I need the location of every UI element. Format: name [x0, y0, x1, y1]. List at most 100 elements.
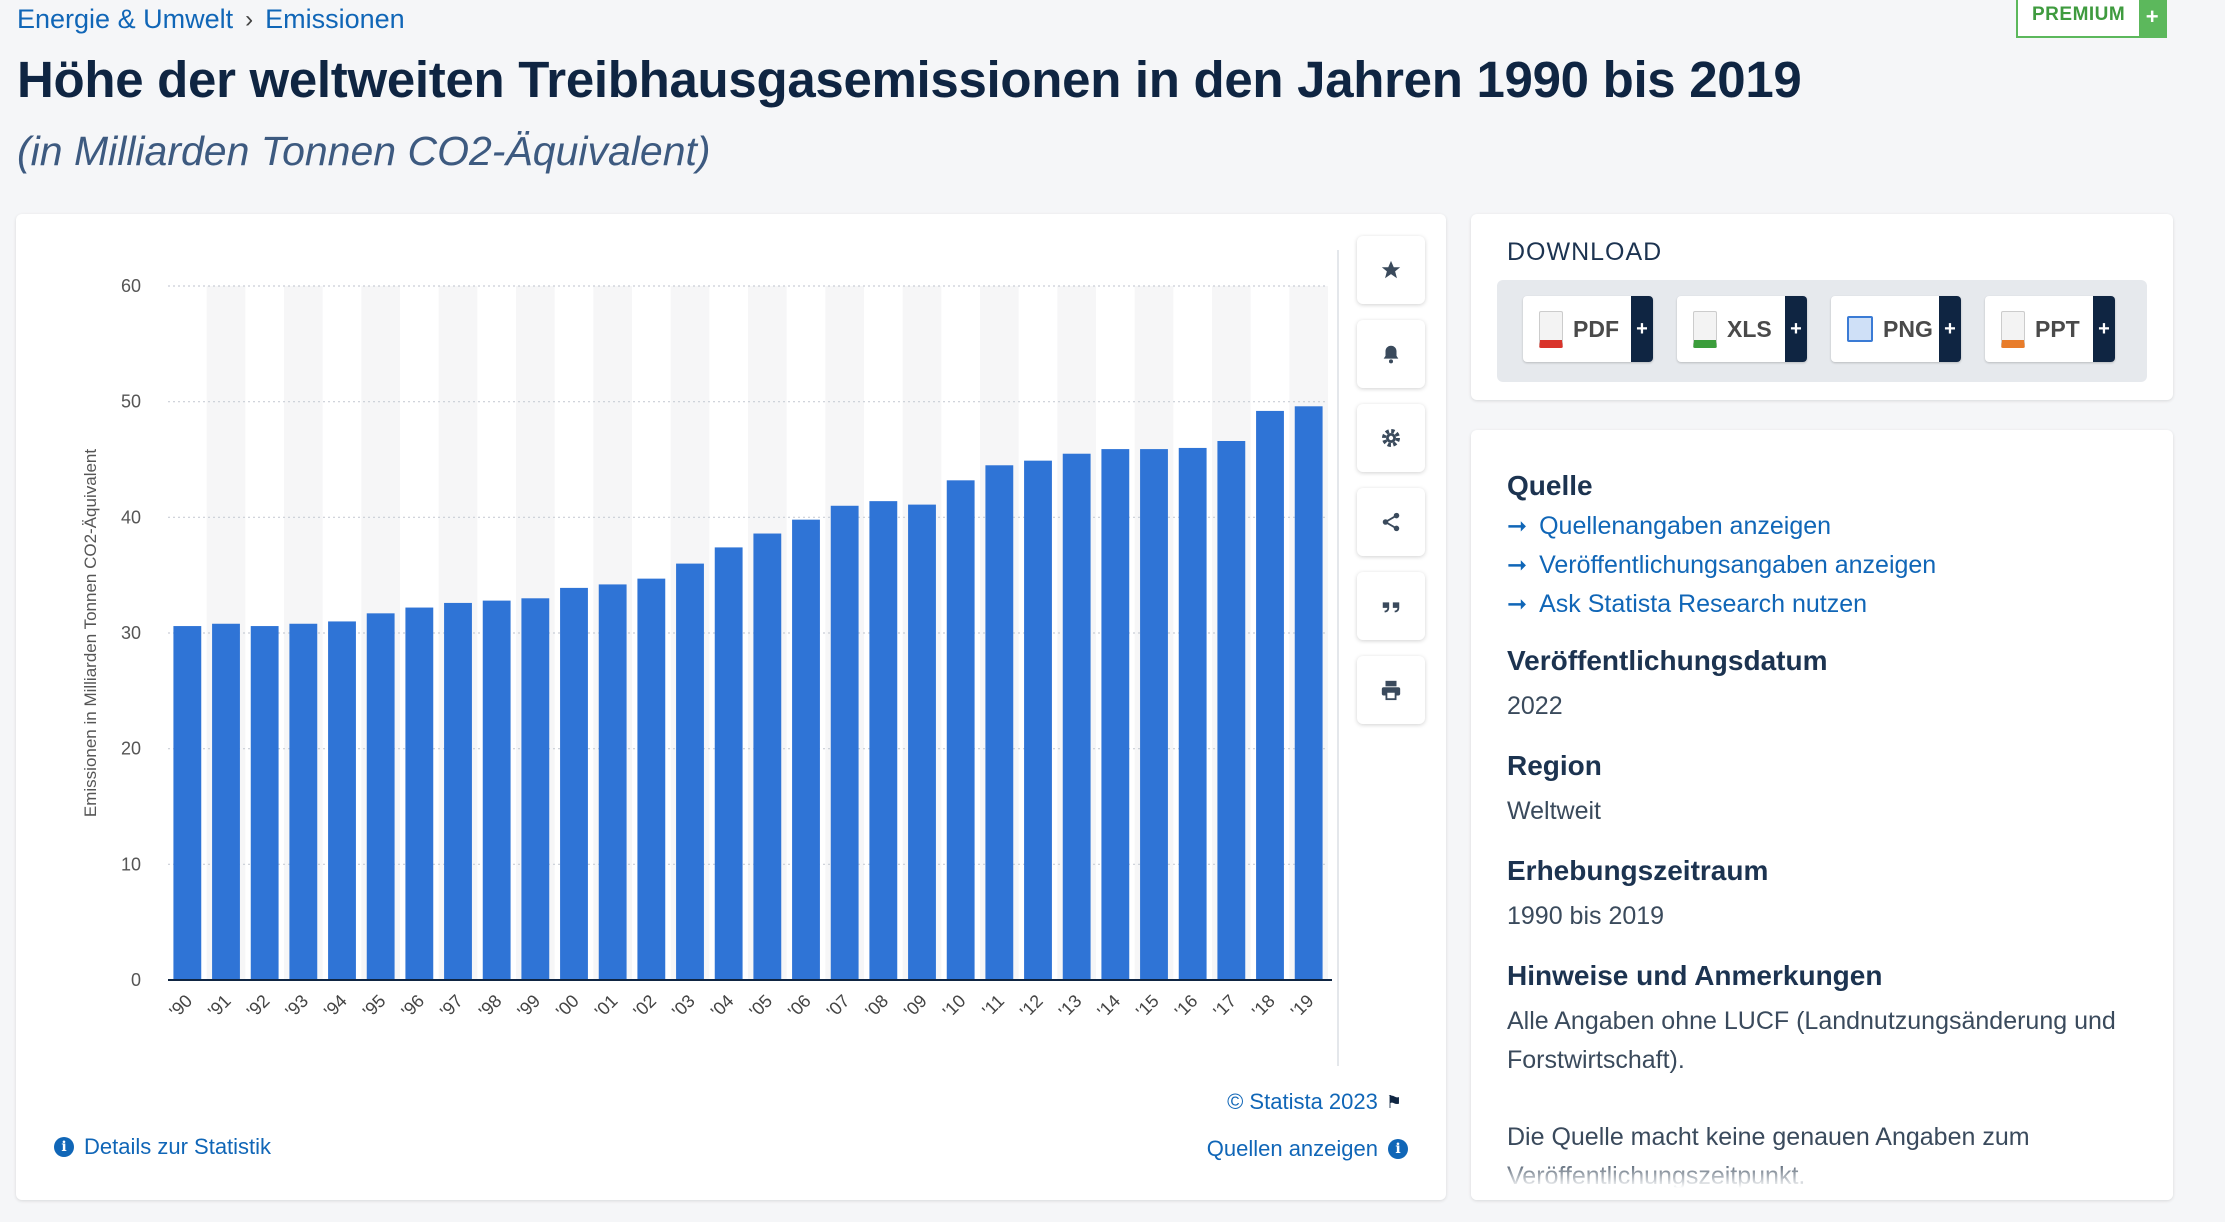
download-ppt-label: PPT: [2035, 315, 2080, 342]
bar[interactable]: [1062, 453, 1091, 980]
share-icon[interactable]: [1357, 488, 1425, 556]
download-card: DOWNLOAD PDF + XLS + PNG + PPT +: [1471, 214, 2173, 400]
gear-icon[interactable]: [1357, 404, 1425, 472]
download-xls-button[interactable]: XLS +: [1677, 296, 1807, 362]
bar[interactable]: [328, 621, 356, 980]
bar[interactable]: [1256, 410, 1284, 980]
y-tick-label: 60: [121, 276, 141, 296]
copyright[interactable]: © Statista 2023 ⚑: [1227, 1089, 1402, 1115]
xls-file-icon: [1693, 310, 1717, 348]
publication-link-label: Veröffentlichungsangaben anzeigen: [1539, 551, 1937, 579]
x-tick-label: '93: [281, 991, 312, 1022]
bar[interactable]: [985, 465, 1014, 980]
y-tick-label: 20: [121, 739, 141, 759]
source-heading: Quelle: [1507, 470, 1593, 501]
download-ppt-button[interactable]: PPT +: [1985, 296, 2115, 362]
sources-link[interactable]: Quellen anzeigen i: [1207, 1136, 1408, 1162]
star-icon[interactable]: [1357, 236, 1425, 304]
png-file-icon: [1847, 316, 1873, 342]
bar[interactable]: [444, 602, 472, 980]
x-tick-label: '13: [1055, 991, 1086, 1022]
plus-icon: +: [1785, 296, 1807, 362]
x-tick-label: '01: [591, 991, 622, 1022]
arrow-right-icon: ➞: [1507, 591, 1528, 618]
premium-badge[interactable]: PREMIUM +: [2016, 0, 2168, 38]
arrow-right-icon: ➞: [1507, 552, 1528, 579]
bar[interactable]: [1294, 406, 1323, 980]
x-tick-label: '18: [1248, 991, 1279, 1022]
print-icon[interactable]: [1357, 656, 1425, 724]
bar[interactable]: [405, 607, 434, 980]
breadcrumb-current-link[interactable]: Emissionen: [265, 4, 405, 34]
info-icon: i: [54, 1137, 74, 1157]
download-buttons: PDF + XLS + PNG + PPT +: [1497, 280, 2147, 382]
x-tick-label: '04: [707, 991, 738, 1022]
y-tick-label: 40: [121, 507, 141, 527]
pubdate-heading: Veröffentlichungsdatum: [1507, 645, 1828, 676]
region-heading: Region: [1507, 750, 1602, 781]
x-tick-label: '09: [900, 991, 931, 1022]
x-tick-label: '90: [165, 991, 196, 1022]
x-tick-label: '08: [861, 991, 892, 1022]
bar[interactable]: [212, 623, 240, 980]
bar[interactable]: [482, 600, 511, 980]
copyright-text: © Statista 2023: [1227, 1089, 1378, 1114]
sources-label: Quellen anzeigen: [1206, 1136, 1378, 1161]
info-icon: i: [1388, 1139, 1408, 1159]
bar[interactable]: [946, 480, 975, 980]
y-axis-label: Emissionen in Milliarden Tonnen CO2-Äqui…: [81, 449, 100, 817]
publication-link[interactable]: ➞ Veröffentlichungsangaben anzeigen: [1507, 551, 2147, 580]
bell-icon[interactable]: [1357, 320, 1425, 388]
pdf-file-icon: [1539, 310, 1563, 348]
page-title: Höhe der weltweiten Treibhausgasemission…: [17, 51, 1802, 108]
download-pdf-button[interactable]: PDF +: [1523, 296, 1653, 362]
chart-card: 0 10 20 30 40 50 60 '90 '91 '92'93 '94 '95'96 '97 '9…: [16, 214, 1446, 1200]
x-tick-label: '92: [243, 991, 274, 1022]
bar[interactable]: [560, 587, 588, 980]
details-label: Details zur Statistik: [84, 1134, 272, 1159]
bar[interactable]: [792, 519, 820, 980]
download-xls-label: XLS: [1727, 315, 1772, 342]
bar[interactable]: [1101, 449, 1130, 981]
details-link[interactable]: i Details zur Statistik: [54, 1134, 271, 1160]
ask-research-link[interactable]: ➞ Ask Statista Research nutzen: [1507, 590, 2147, 619]
notes-heading: Hinweise und Anmerkungen: [1507, 960, 1883, 991]
download-pdf-label: PDF: [1573, 315, 1619, 342]
plus-icon: +: [2093, 296, 2115, 362]
x-tick-label: '96: [397, 991, 428, 1022]
bar[interactable]: [521, 598, 550, 980]
bar[interactable]: [1140, 449, 1168, 981]
bar[interactable]: [753, 533, 782, 980]
x-tick-label: '97: [436, 991, 467, 1022]
x-tick-label: '05: [745, 991, 776, 1022]
bar[interactable]: [289, 623, 318, 980]
bar[interactable]: [598, 584, 627, 980]
x-tick-label: '17: [1209, 991, 1240, 1022]
bar[interactable]: [366, 613, 395, 980]
bar[interactable]: [1178, 447, 1207, 980]
download-png-button[interactable]: PNG +: [1831, 296, 1961, 362]
premium-label: PREMIUM: [2032, 4, 2126, 25]
bar[interactable]: [637, 578, 666, 980]
x-tick-label: '94: [320, 991, 351, 1022]
breadcrumb-separator: ›: [245, 5, 254, 33]
bar[interactable]: [676, 563, 704, 980]
bar[interactable]: [1024, 460, 1052, 980]
download-png-label: PNG: [1883, 315, 1933, 342]
breadcrumb-category-link[interactable]: Energie & Umwelt: [17, 4, 234, 34]
chart-toolbar: [1357, 236, 1425, 740]
x-tick-label: '02: [629, 991, 660, 1022]
breadcrumb: Energie & Umwelt › Emissionen: [17, 4, 405, 35]
y-tick-label: 10: [121, 854, 141, 874]
ppt-file-icon: [2001, 310, 2025, 348]
bar[interactable]: [250, 626, 279, 980]
bar[interactable]: [714, 547, 743, 980]
quote-icon[interactable]: [1357, 572, 1425, 640]
bar[interactable]: [869, 501, 898, 980]
bar[interactable]: [173, 626, 202, 980]
source-link[interactable]: ➞ Quellenangaben anzeigen: [1507, 512, 2147, 541]
bar[interactable]: [908, 504, 936, 980]
bar[interactable]: [1217, 440, 1246, 980]
notes-text: Alle Angaben ohne LUCF (Landnutzungsände…: [1507, 1007, 2116, 1074]
bar[interactable]: [830, 505, 859, 980]
